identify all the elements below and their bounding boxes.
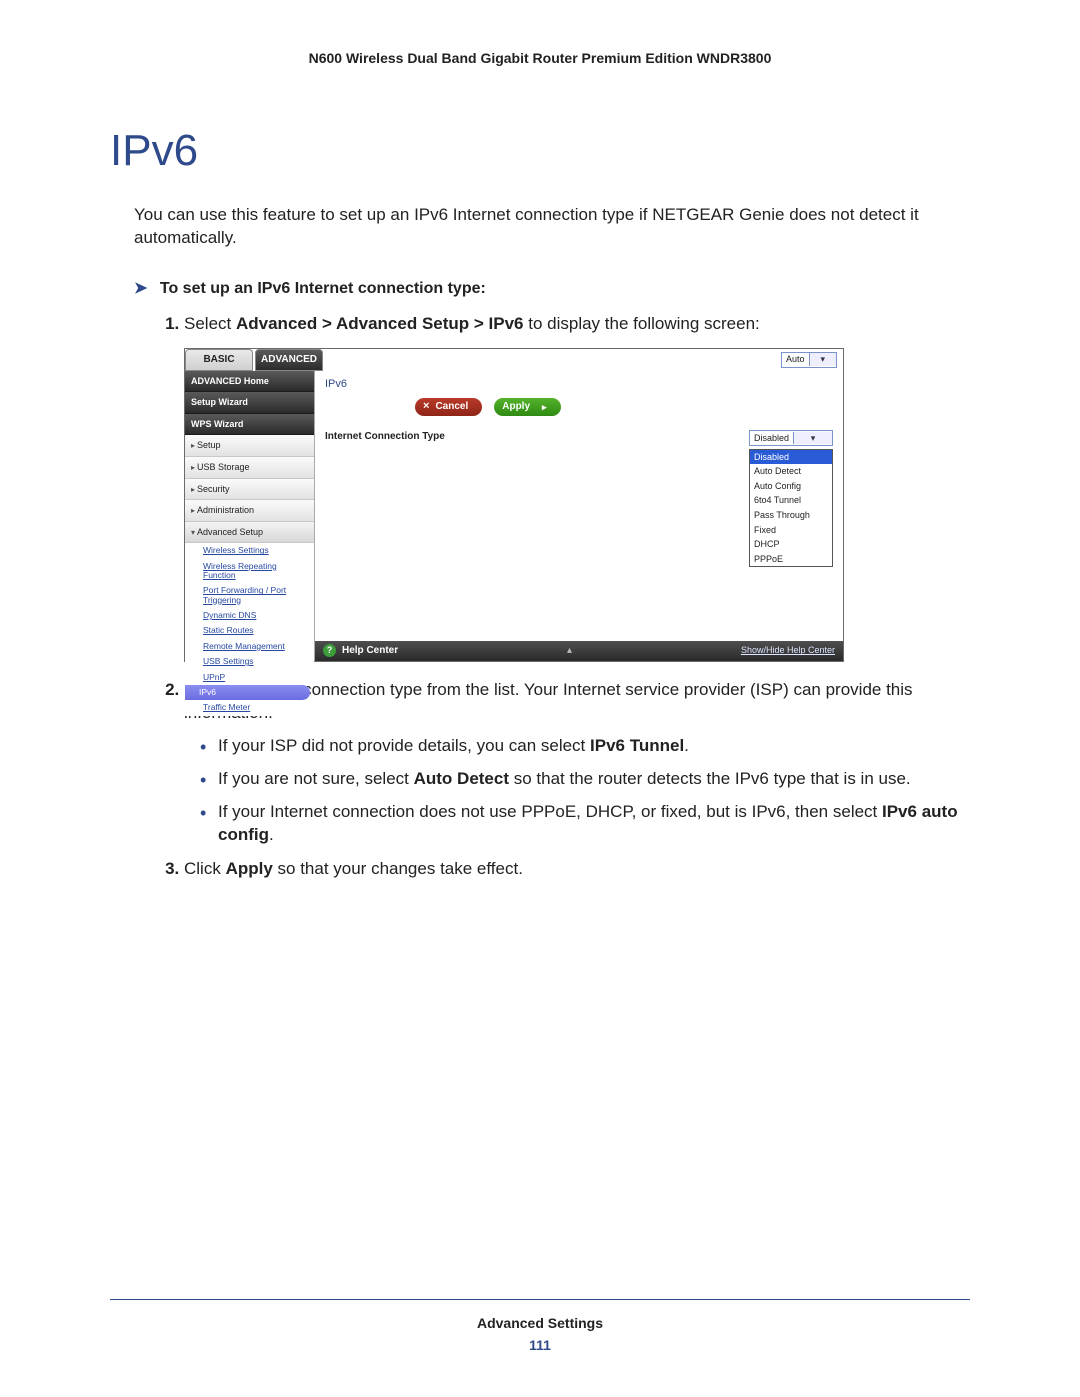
- footer-page-number: 111: [0, 1337, 1080, 1353]
- tab-basic[interactable]: BASIC: [185, 349, 253, 371]
- chevron-down-icon: ▾: [793, 432, 832, 445]
- top-auto-select[interactable]: Auto ▾: [781, 352, 837, 368]
- sidebar-usb-storage[interactable]: ▸USB Storage: [185, 457, 314, 479]
- sub-usb-settings[interactable]: USB Settings: [185, 654, 314, 669]
- bullet-auto-config: If your Internet connection does not use…: [196, 801, 970, 847]
- option-auto-config[interactable]: Auto Config: [750, 479, 832, 494]
- sidebar-administration[interactable]: ▸Administration: [185, 500, 314, 522]
- option-pppoe[interactable]: PPPoE: [750, 552, 832, 567]
- bullet-auto-detect: If you are not sure, select Auto Detect …: [196, 768, 970, 791]
- sub-wireless-repeating[interactable]: Wireless Repeating Function: [185, 559, 314, 584]
- sub-upnp[interactable]: UPnP: [185, 670, 314, 685]
- doc-header: N600 Wireless Dual Band Gigabit Router P…: [110, 50, 970, 66]
- help-label: Help Center: [342, 644, 398, 658]
- tab-advanced[interactable]: ADVANCED: [255, 349, 323, 371]
- footer-section: Advanced Settings: [0, 1315, 1080, 1331]
- footer-rule: [110, 1299, 970, 1300]
- step-1: Select Advanced > Advanced Setup > IPv6 …: [184, 312, 970, 662]
- chevron-down-icon: ▾: [809, 353, 836, 366]
- cancel-button[interactable]: Cancel: [415, 398, 482, 416]
- option-disabled[interactable]: Disabled: [750, 450, 832, 465]
- step-3: Click Apply so that your changes take ef…: [184, 857, 970, 881]
- sub-remote-management[interactable]: Remote Management: [185, 639, 314, 654]
- help-icon: ?: [323, 644, 336, 657]
- intro-paragraph: You can use this feature to set up an IP…: [134, 204, 970, 250]
- sidebar-advanced-home[interactable]: ADVANCED Home: [185, 371, 314, 393]
- help-bar-handle-icon[interactable]: ▴: [398, 644, 741, 658]
- router-ui-screenshot: BASIC ADVANCED Auto ▾ ADVANCED Home Setu…: [184, 348, 844, 662]
- help-bar: ? Help Center ▴ Show/Hide Help Center: [315, 641, 843, 661]
- main-panel: IPv6 Cancel Apply Internet Connection Ty…: [315, 371, 843, 661]
- apply-button[interactable]: Apply: [494, 398, 560, 416]
- help-toggle-link[interactable]: Show/Hide Help Center: [741, 644, 835, 657]
- sidebar-setup[interactable]: ▸Setup: [185, 435, 314, 457]
- task-heading-text: To set up an IPv6 Internet connection ty…: [160, 280, 486, 297]
- task-heading: ➤ To set up an IPv6 Internet connection …: [134, 278, 970, 298]
- sub-static-routes[interactable]: Static Routes: [185, 623, 314, 638]
- sidebar-wps-wizard[interactable]: WPS Wizard: [185, 414, 314, 436]
- sub-dynamic-dns[interactable]: Dynamic DNS: [185, 608, 314, 623]
- bullet-ipv6-tunnel: If your ISP did not provide details, you…: [196, 735, 970, 758]
- sidebar: ADVANCED Home Setup Wizard WPS Wizard ▸S…: [185, 371, 315, 661]
- option-6to4-tunnel[interactable]: 6to4 Tunnel: [750, 493, 832, 508]
- sub-ipv6[interactable]: IPv6: [185, 685, 310, 700]
- step1-post: to display the following screen:: [524, 314, 760, 333]
- top-auto-value: Auto: [782, 353, 809, 366]
- page-title: IPv6: [110, 126, 970, 176]
- sub-port-forwarding[interactable]: Port Forwarding / Port Triggering: [185, 583, 314, 608]
- step1-pre: Select: [184, 314, 236, 333]
- option-pass-through[interactable]: Pass Through: [750, 508, 832, 523]
- step1-bold: Advanced > Advanced Setup > IPv6: [236, 314, 524, 333]
- option-fixed[interactable]: Fixed: [750, 523, 832, 538]
- connection-type-label: Internet Connection Type: [325, 430, 525, 444]
- sub-traffic-meter[interactable]: Traffic Meter: [185, 700, 314, 715]
- option-auto-detect[interactable]: Auto Detect: [750, 464, 832, 479]
- sidebar-advanced-setup[interactable]: ▾Advanced Setup: [185, 522, 314, 544]
- sidebar-setup-wizard[interactable]: Setup Wizard: [185, 392, 314, 414]
- connection-type-dropdown[interactable]: Disabled Auto Detect Auto Config 6to4 Tu…: [749, 449, 833, 568]
- connection-type-select[interactable]: Disabled ▾: [749, 430, 833, 446]
- option-dhcp[interactable]: DHCP: [750, 537, 832, 552]
- sidebar-security[interactable]: ▸Security: [185, 479, 314, 501]
- sub-wireless-settings[interactable]: Wireless Settings: [185, 543, 314, 558]
- connection-type-value: Disabled: [750, 432, 793, 445]
- task-arrow-icon: ➤: [134, 280, 147, 297]
- panel-title: IPv6: [315, 371, 843, 396]
